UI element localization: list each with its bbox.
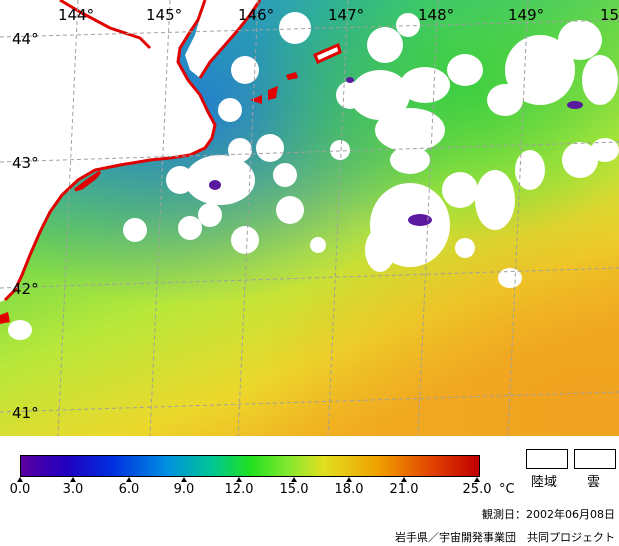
small-island-5	[0, 312, 10, 324]
small-island-4	[268, 86, 278, 100]
small-island-2	[286, 72, 298, 80]
cbar-tick-7	[401, 477, 407, 482]
lon-label-145: 145°	[146, 6, 182, 24]
temperature-color-bar	[20, 455, 480, 477]
cloud-cover	[8, 12, 619, 340]
cloud-legend-swatch	[574, 449, 616, 469]
cbar-tick-5	[291, 477, 297, 482]
cbar-label-1: 3.0	[62, 482, 84, 497]
temperature-unit: °C	[499, 482, 515, 497]
lat-label-41: 41°	[12, 404, 39, 422]
cbar-tick-2	[126, 477, 132, 482]
sea-surface-temperature-map: 144° 145° 146° 147° 148° 149° 15 44° 43°…	[0, 0, 619, 436]
cbar-label-2: 6.0	[118, 482, 140, 497]
northern-island-land	[0, 0, 150, 52]
cbar-tick-0	[17, 477, 23, 482]
cbar-tick-8	[474, 477, 480, 482]
cbar-label-3: 9.0	[173, 482, 195, 497]
cbar-label-5: 15.0	[279, 482, 309, 497]
cbar-tick-1	[70, 477, 76, 482]
small-island-1	[313, 42, 342, 64]
cbar-label-8: 25.0	[462, 482, 492, 497]
coastline-hokkaido	[3, 0, 217, 302]
coastline-cape	[74, 170, 102, 192]
lat-label-42: 42°	[12, 280, 39, 298]
cbar-label-4: 12.0	[224, 482, 254, 497]
land-legend-swatch	[526, 449, 568, 469]
cbar-tick-4	[236, 477, 242, 482]
graticule	[0, 0, 619, 436]
lon-label-148: 148°	[418, 6, 454, 24]
cbar-tick-6	[346, 477, 352, 482]
small-island-3	[250, 95, 262, 104]
coastline-nemuro	[198, 0, 262, 79]
hokkaido-land	[0, 0, 215, 302]
lon-label-150: 15	[600, 6, 619, 24]
nemuro-peninsula-land	[185, 0, 260, 78]
cloud-legend-label: 雲	[587, 475, 601, 490]
coastline-north	[59, 0, 152, 50]
cold-spots	[209, 77, 583, 226]
lon-label-144: 144°	[58, 6, 94, 24]
cbar-label-6: 18.0	[334, 482, 364, 497]
cbar-label-7: 21.0	[389, 482, 419, 497]
lat-label-44: 44°	[12, 30, 39, 48]
land-legend-label: 陸域	[531, 475, 558, 490]
lon-label-149: 149°	[508, 6, 544, 24]
lon-label-146: 146°	[238, 6, 274, 24]
observation-date: 観測日：2002年06月08日	[482, 508, 615, 521]
lat-label-43: 43°	[12, 154, 39, 172]
lon-label-147: 147°	[328, 6, 364, 24]
credit-line: 岩手県／宇宙開発事業団 共同プロジェクト	[395, 531, 615, 544]
cbar-label-0: 0.0	[9, 482, 31, 497]
cbar-tick-3	[181, 477, 187, 482]
